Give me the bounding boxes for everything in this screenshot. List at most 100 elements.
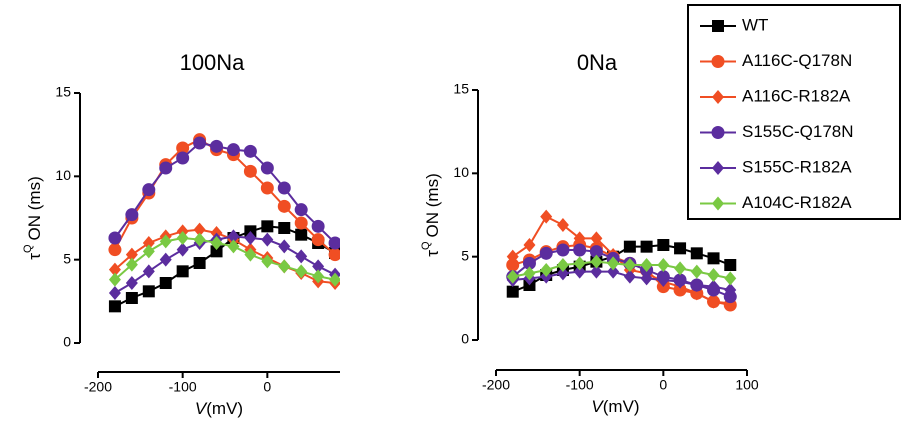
marker xyxy=(573,231,586,246)
marker xyxy=(674,261,687,276)
panel: 100Na 0 5 10 15 -200 -100 0 100 V(mV) τQ ON (ms) xyxy=(22,50,340,418)
y-tick-label: 5 xyxy=(63,250,71,266)
marker xyxy=(294,216,308,230)
marker xyxy=(590,231,603,246)
marker xyxy=(657,258,670,272)
x-tick-label: -100 xyxy=(169,379,197,395)
marker xyxy=(108,300,121,313)
marker xyxy=(277,181,291,195)
marker xyxy=(108,286,121,300)
marker xyxy=(142,285,155,298)
marker xyxy=(707,294,720,309)
y-label-sup: Q xyxy=(420,241,432,250)
x-label-var: V xyxy=(195,399,208,418)
marker xyxy=(657,273,670,287)
marker xyxy=(261,220,274,233)
marker xyxy=(108,262,121,277)
marker xyxy=(243,144,257,158)
marker xyxy=(108,272,121,287)
x-tick-label: 100 xyxy=(735,377,759,393)
legend-label: A116C-Q178N xyxy=(742,51,852,70)
marker xyxy=(159,161,173,175)
x-tick-label: -200 xyxy=(84,379,112,395)
marker xyxy=(125,257,138,272)
marker xyxy=(227,229,240,244)
marker xyxy=(142,236,155,250)
marker xyxy=(176,151,190,165)
marker xyxy=(556,258,569,272)
marker xyxy=(556,218,569,232)
marker xyxy=(573,243,587,257)
marker xyxy=(125,292,138,304)
marker xyxy=(159,252,172,267)
marker xyxy=(690,278,703,292)
marker xyxy=(657,239,670,251)
marker xyxy=(712,161,724,175)
x-tick-label: -200 xyxy=(482,377,510,393)
marker xyxy=(712,20,724,32)
marker xyxy=(260,161,274,175)
marker xyxy=(640,271,653,286)
marker xyxy=(523,266,536,281)
marker xyxy=(556,266,569,281)
marker xyxy=(176,265,189,278)
marker xyxy=(522,256,536,270)
marker xyxy=(294,203,308,217)
marker xyxy=(506,258,520,272)
marker xyxy=(295,249,308,264)
marker xyxy=(295,264,308,279)
x-label-unit: (mV) xyxy=(603,397,640,416)
x-axis-label: V(mV) xyxy=(591,397,639,416)
x-label-unit: (mV) xyxy=(206,399,243,418)
marker xyxy=(540,263,553,277)
legend-label: A104C-R182A xyxy=(742,193,852,212)
marker xyxy=(523,238,536,252)
x-label-var: V xyxy=(591,397,604,416)
marker xyxy=(506,269,519,284)
marker xyxy=(589,245,603,259)
marker xyxy=(227,239,240,254)
x-axis-label: V(mV) xyxy=(195,399,243,418)
marker xyxy=(176,231,189,245)
marker xyxy=(278,259,291,274)
marker xyxy=(556,243,570,257)
marker xyxy=(690,264,703,279)
marker xyxy=(623,240,636,253)
chart-title: 0Na xyxy=(577,50,618,75)
marker xyxy=(690,247,703,260)
y-tick-label: 0 xyxy=(461,331,469,347)
marker xyxy=(328,236,340,250)
marker xyxy=(159,234,172,249)
x-tick-label: 0 xyxy=(659,377,667,393)
y-axis-label: τQ ON (ms) xyxy=(420,173,443,257)
marker xyxy=(573,264,586,279)
marker xyxy=(108,243,122,257)
marker xyxy=(295,228,308,241)
marker xyxy=(674,274,687,289)
y-label-symbol: τ xyxy=(25,253,44,260)
y-axis-label: τQ ON (ms) xyxy=(22,176,45,260)
legend-label: S155C-R182A xyxy=(742,157,852,176)
marker xyxy=(176,242,189,257)
marker xyxy=(159,277,172,289)
marker xyxy=(712,196,724,211)
marker xyxy=(312,259,325,274)
marker xyxy=(674,242,687,255)
marker xyxy=(244,247,257,262)
marker xyxy=(707,252,720,265)
marker xyxy=(193,257,206,269)
x-tick-label: -100 xyxy=(566,377,594,393)
marker xyxy=(607,264,620,279)
marker xyxy=(590,264,603,279)
legend-label: WT xyxy=(742,15,768,34)
y-tick-label: 5 xyxy=(461,247,469,263)
marker xyxy=(176,141,190,155)
marker xyxy=(278,239,291,254)
legend-label: A116C-R182A xyxy=(742,86,851,105)
y-tick-label: 0 xyxy=(63,334,71,350)
marker xyxy=(277,199,291,213)
marker xyxy=(311,233,325,247)
marker xyxy=(142,264,155,279)
marker xyxy=(539,246,553,260)
marker xyxy=(640,258,653,272)
